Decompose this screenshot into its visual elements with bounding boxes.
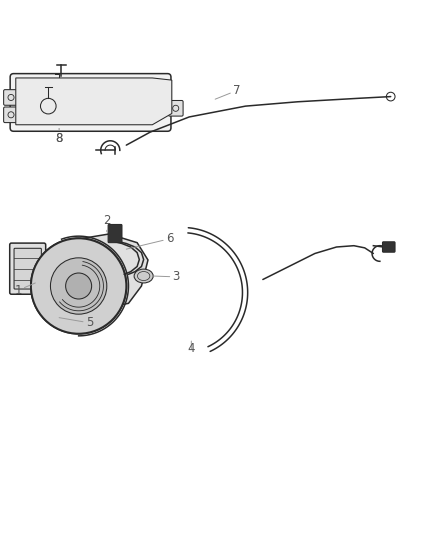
Polygon shape (70, 234, 148, 310)
FancyBboxPatch shape (381, 242, 394, 252)
Text: 8: 8 (55, 128, 63, 145)
Text: 2: 2 (103, 214, 110, 232)
Text: 4: 4 (187, 341, 194, 356)
Text: 7: 7 (215, 84, 240, 99)
Text: 1: 1 (14, 283, 35, 297)
Circle shape (31, 238, 126, 334)
FancyBboxPatch shape (4, 90, 18, 105)
Circle shape (31, 238, 126, 334)
FancyBboxPatch shape (14, 248, 41, 289)
Text: 6: 6 (126, 232, 173, 249)
FancyBboxPatch shape (10, 74, 170, 131)
Circle shape (50, 258, 106, 314)
Circle shape (65, 273, 92, 299)
Text: 8: 8 (55, 128, 63, 145)
Text: 3: 3 (153, 270, 180, 284)
FancyBboxPatch shape (168, 101, 183, 116)
Circle shape (50, 258, 106, 314)
FancyBboxPatch shape (10, 243, 46, 294)
Circle shape (65, 273, 92, 299)
Ellipse shape (134, 269, 153, 283)
FancyBboxPatch shape (108, 224, 122, 243)
Polygon shape (16, 78, 171, 125)
FancyBboxPatch shape (4, 107, 18, 123)
Text: 5: 5 (59, 317, 93, 329)
